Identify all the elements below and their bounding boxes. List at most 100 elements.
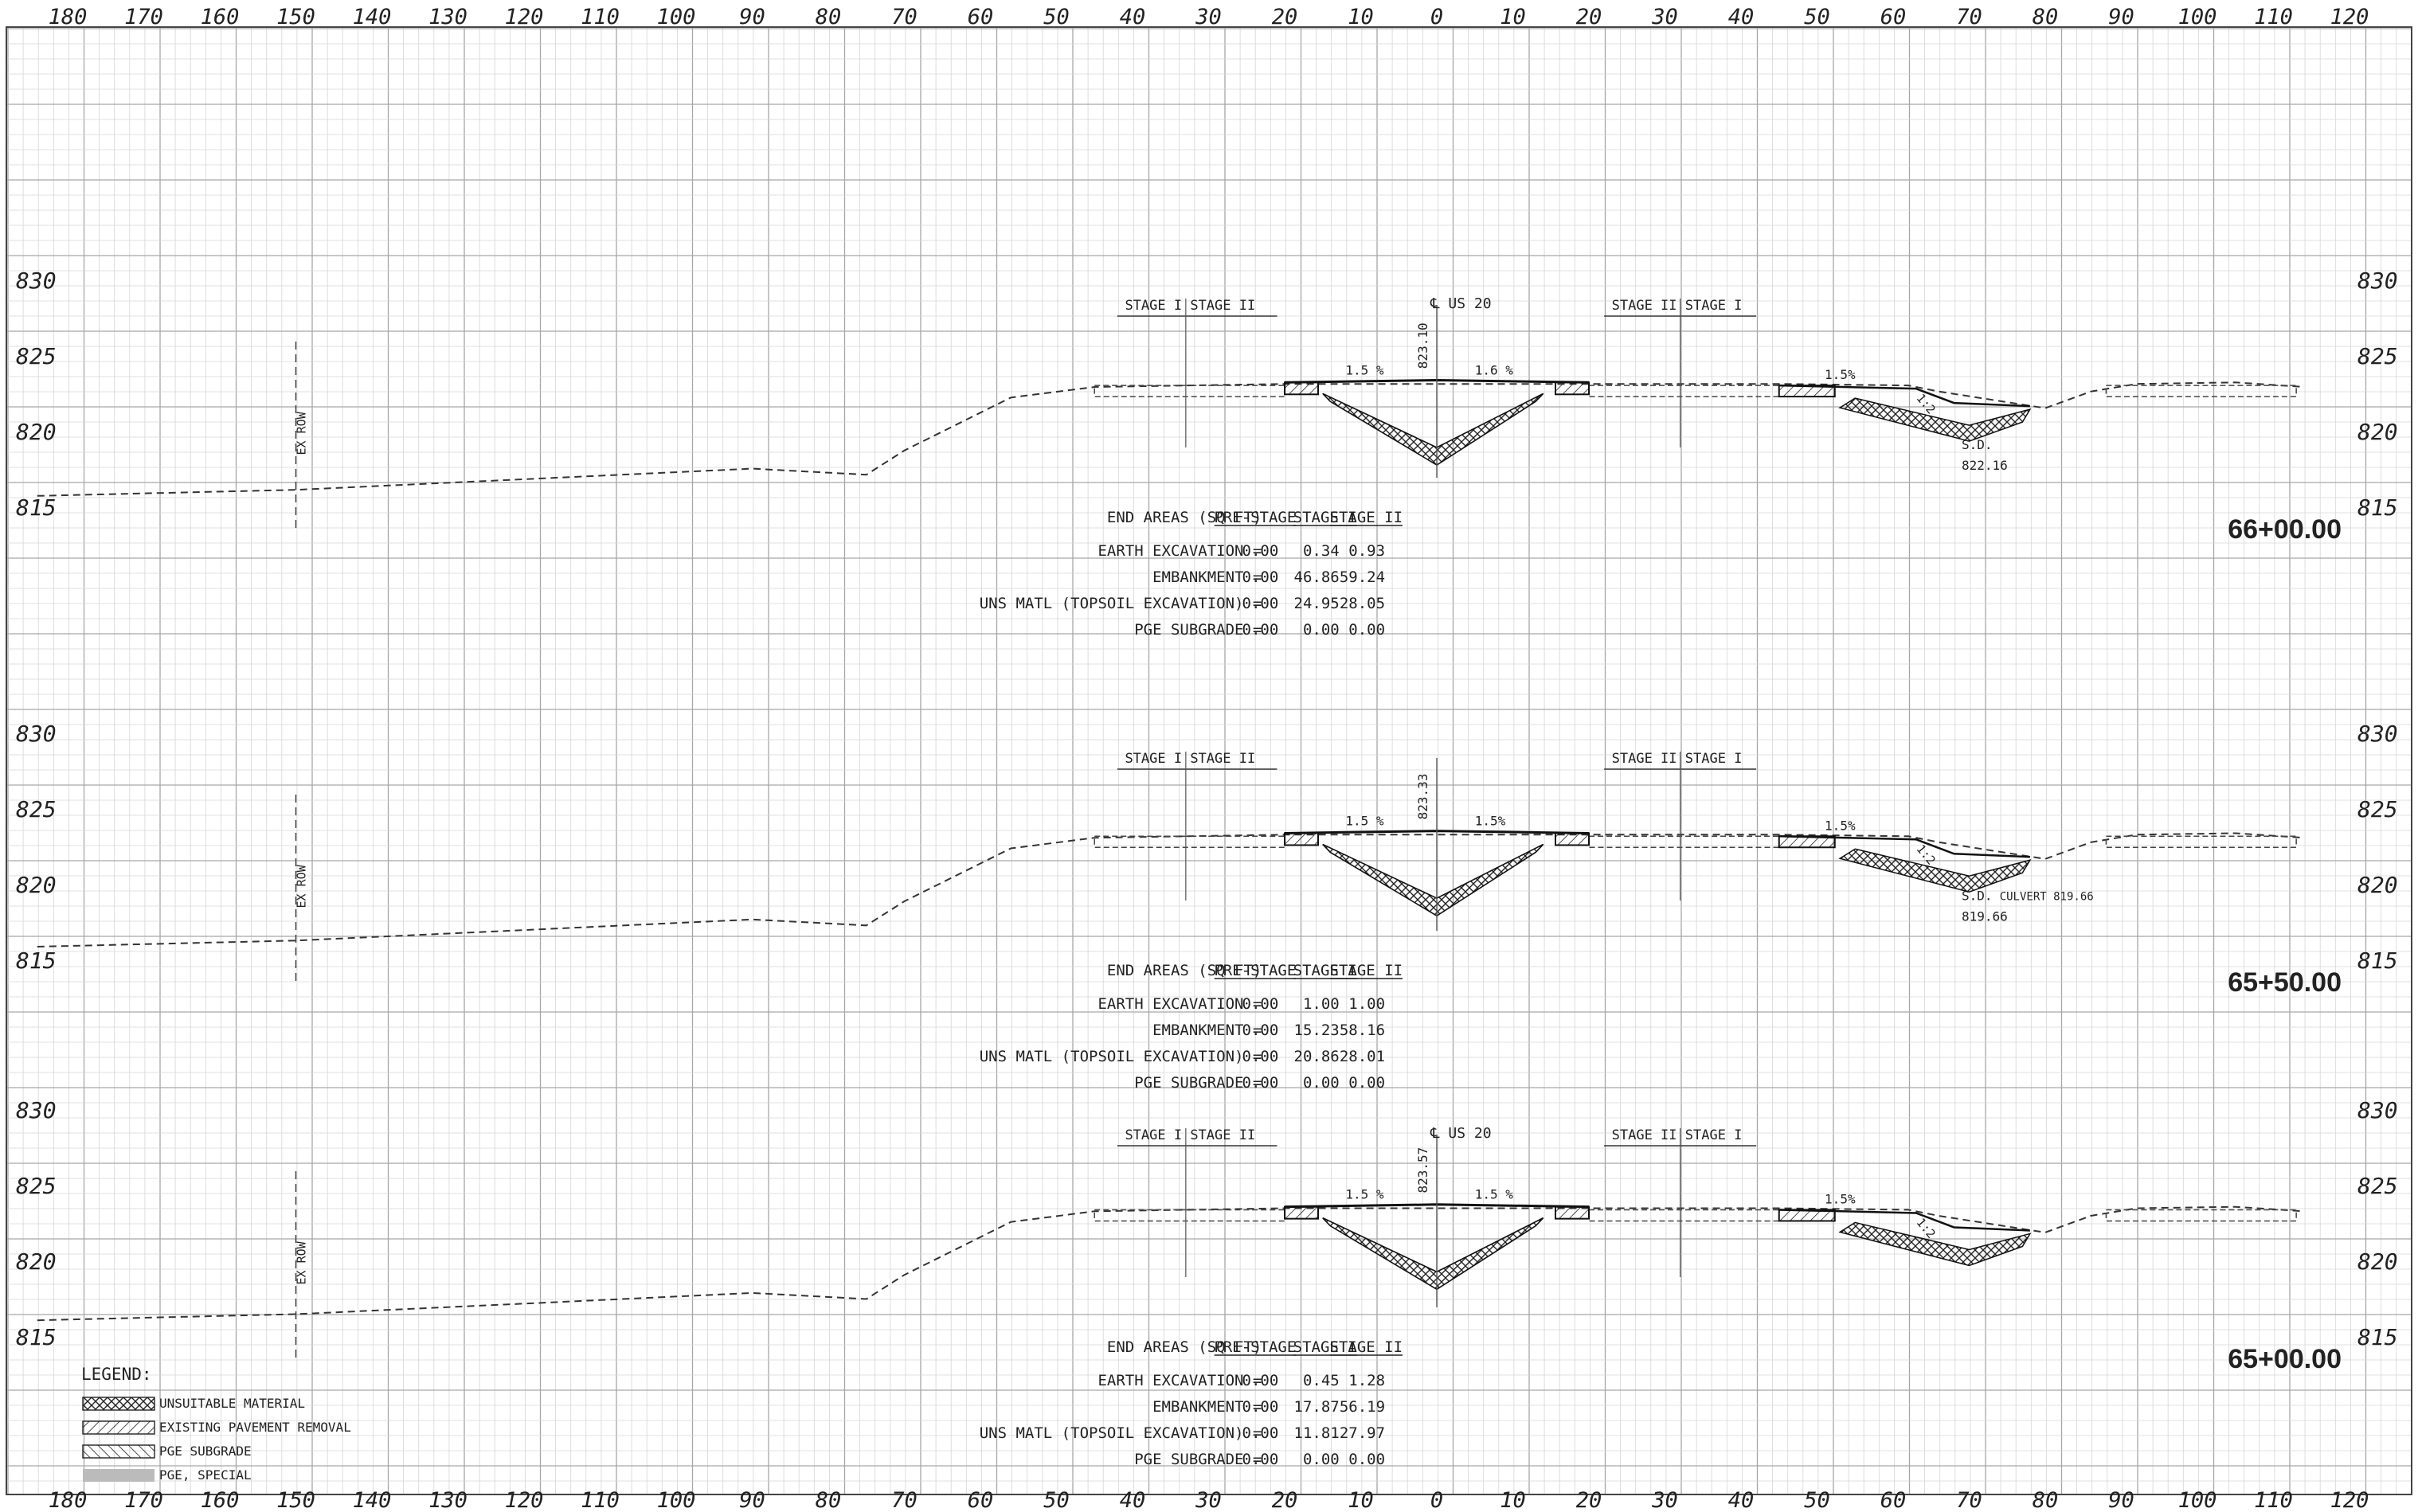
elevation-label-left: 815 bbox=[16, 494, 57, 521]
table-header: PRE-STAGE bbox=[1214, 962, 1296, 979]
scale-top-label: 100 bbox=[2178, 5, 2217, 29]
legend-swatch bbox=[82, 1444, 155, 1459]
scale-bottom-label: 80 bbox=[816, 1488, 842, 1512]
table-row-label: PGE SUBGRADE = bbox=[1134, 1451, 1262, 1468]
elevation-label-left: 815 bbox=[16, 947, 57, 974]
table-title: END AREAS (SQ FT) bbox=[1107, 509, 1262, 526]
table-cell: 0.45 bbox=[1303, 1372, 1340, 1389]
scale-bottom-label: 20 bbox=[1576, 1488, 1602, 1512]
table-cell: 0.00 bbox=[1242, 568, 1279, 586]
slope-label: 1.5% bbox=[1825, 818, 1856, 833]
scale-top-label: 10 bbox=[1500, 5, 1526, 29]
elevation-label-left: 815 bbox=[16, 1324, 57, 1350]
scale-top-label: 80 bbox=[2033, 5, 2059, 29]
table-cell: 0.00 bbox=[1242, 1022, 1279, 1039]
elevation-label-left: 830 bbox=[16, 721, 57, 747]
legend-title: LEGEND: bbox=[81, 1365, 152, 1384]
elevation-label-left: 825 bbox=[16, 343, 57, 369]
scale-bottom-label: 40 bbox=[1728, 1488, 1755, 1512]
table-cell: 17.87 bbox=[1294, 1398, 1340, 1416]
station-label: 66+00.00 bbox=[2228, 514, 2342, 545]
pavement-removal-right bbox=[1555, 832, 1590, 846]
cross-section-2: 830 830 825 825 820 820 815 815 823.33 STAGE I ST… bbox=[16, 721, 2398, 1092]
elevation-label-right: 820 bbox=[2357, 419, 2398, 445]
scale-bottom-label: 150 bbox=[276, 1488, 315, 1512]
existing-pavement bbox=[1588, 385, 1780, 397]
legend: LEGEND: UNSUITABLE MATERIAL EXISTING PAVEM… bbox=[81, 1365, 351, 1483]
table-row-label: PGE SUBGRADE = bbox=[1134, 621, 1262, 639]
table-cell: 0.00 bbox=[1242, 995, 1279, 1013]
slope-label: 1.5 % bbox=[1475, 1187, 1514, 1202]
table-header: STAGE I bbox=[1293, 1338, 1357, 1356]
stage-label-left: STAGE I STAGE II bbox=[1125, 751, 1255, 767]
cross-section-3: 830 830 825 825 820 820 815 815 823.57℄ US 20 STA… bbox=[16, 1097, 2398, 1468]
existing-ground-line bbox=[37, 1205, 2304, 1322]
slope-label: 1.5% bbox=[1825, 367, 1856, 382]
table-cell: 0.00 bbox=[1348, 1451, 1385, 1468]
scale-top-label: 60 bbox=[968, 5, 994, 29]
table-header: STAGE I bbox=[1293, 962, 1357, 979]
table-cell: 0.00 bbox=[1348, 1074, 1385, 1092]
elevation-label-left: 820 bbox=[16, 872, 57, 898]
elevation-label-right: 815 bbox=[2357, 947, 2398, 974]
centerline-elevation: 823.33 bbox=[1415, 774, 1430, 820]
table-cell: 1.28 bbox=[1348, 1372, 1385, 1389]
existing-pavement bbox=[2105, 835, 2297, 848]
elevation-label-right: 820 bbox=[2357, 1248, 2398, 1275]
scale-bottom-label: 120 bbox=[2330, 1488, 2369, 1512]
culvert-label: CULVERT 819.66 bbox=[2000, 890, 2094, 903]
proposed-ditch-line bbox=[1778, 835, 2030, 858]
table-row-label: EMBANKMENT = bbox=[1152, 568, 1262, 586]
scale-bottom-label: 0 bbox=[1430, 1488, 1443, 1512]
ex-row-label: EX ROW bbox=[295, 1240, 309, 1284]
table-cell: 28.01 bbox=[1340, 1048, 1385, 1065]
scale-bottom-label: 50 bbox=[1804, 1488, 1830, 1512]
centerline-elevation: 823.10 bbox=[1415, 322, 1430, 369]
scale-top-label: 50 bbox=[1043, 5, 1070, 29]
table-cell: 56.19 bbox=[1340, 1398, 1385, 1416]
pavement-removal-right bbox=[1555, 1205, 1590, 1220]
table-row-label: EMBANKMENT = bbox=[1152, 1022, 1262, 1039]
centerline-elevation: 823.57 bbox=[1415, 1147, 1430, 1194]
cross-section-1: 830 830 825 825 820 820 815 815 823.10℄ US 20 STA… bbox=[16, 268, 2398, 639]
scale-top-label: 20 bbox=[1576, 5, 1602, 29]
elevation-label-right: 830 bbox=[2357, 268, 2398, 294]
table-cell: 1.00 bbox=[1303, 995, 1340, 1013]
scale-top-label: 90 bbox=[2108, 5, 2134, 29]
scale-top-label: 70 bbox=[1956, 5, 1982, 29]
unsuitable-material-ditch bbox=[1838, 848, 2032, 893]
table-header: STAGE I bbox=[1293, 509, 1357, 526]
unsuitable-material-ditch bbox=[1838, 1221, 2032, 1267]
scale-top-label: 140 bbox=[353, 5, 392, 29]
table-cell: 0.00 bbox=[1242, 1048, 1279, 1065]
scale-top-label: 70 bbox=[891, 5, 918, 29]
stage-label-right: STAGE II STAGE I bbox=[1612, 1127, 1743, 1143]
scale-bottom-label: 100 bbox=[657, 1488, 696, 1512]
sd-label: S.D. bbox=[1962, 437, 1993, 452]
scale-top-label: 120 bbox=[2330, 5, 2369, 29]
table-cell: 0.00 bbox=[1242, 1451, 1279, 1468]
sd-elevation: 822.16 bbox=[1962, 458, 2008, 473]
scale-top-label: 80 bbox=[816, 5, 842, 29]
scale-bottom-label: 70 bbox=[1956, 1488, 1982, 1512]
slope-label: 1.5 % bbox=[1345, 362, 1384, 377]
elevation-label-left: 820 bbox=[16, 1248, 57, 1275]
elevation-label-right: 825 bbox=[2357, 343, 2398, 369]
scale-top-label: 50 bbox=[1804, 5, 1830, 29]
centerline-label: ℄ US 20 bbox=[1430, 295, 1492, 312]
scale-top-label: 20 bbox=[1272, 5, 1298, 29]
scale-bottom-label: 50 bbox=[1043, 1488, 1070, 1512]
elevation-label-left: 820 bbox=[16, 419, 57, 445]
scale-top-label: 120 bbox=[505, 5, 544, 29]
scale-top-label: 170 bbox=[124, 5, 163, 29]
elevation-label-right: 825 bbox=[2357, 1173, 2398, 1199]
table-row-label: UNS MATL (TOPSOIL EXCAVATION) = bbox=[980, 1048, 1262, 1065]
scale-top-label: 0 bbox=[1430, 5, 1443, 29]
table-title: END AREAS (SQ FT) bbox=[1107, 962, 1262, 979]
unsuitable-material-v bbox=[1322, 843, 1544, 917]
scale-bottom-label: 30 bbox=[1651, 1488, 1678, 1512]
table-cell: 27.97 bbox=[1340, 1424, 1385, 1442]
pavement-removal-left bbox=[1284, 381, 1319, 396]
scale-bottom-label: 180 bbox=[49, 1488, 88, 1512]
table-cell: 11.81 bbox=[1294, 1424, 1340, 1442]
